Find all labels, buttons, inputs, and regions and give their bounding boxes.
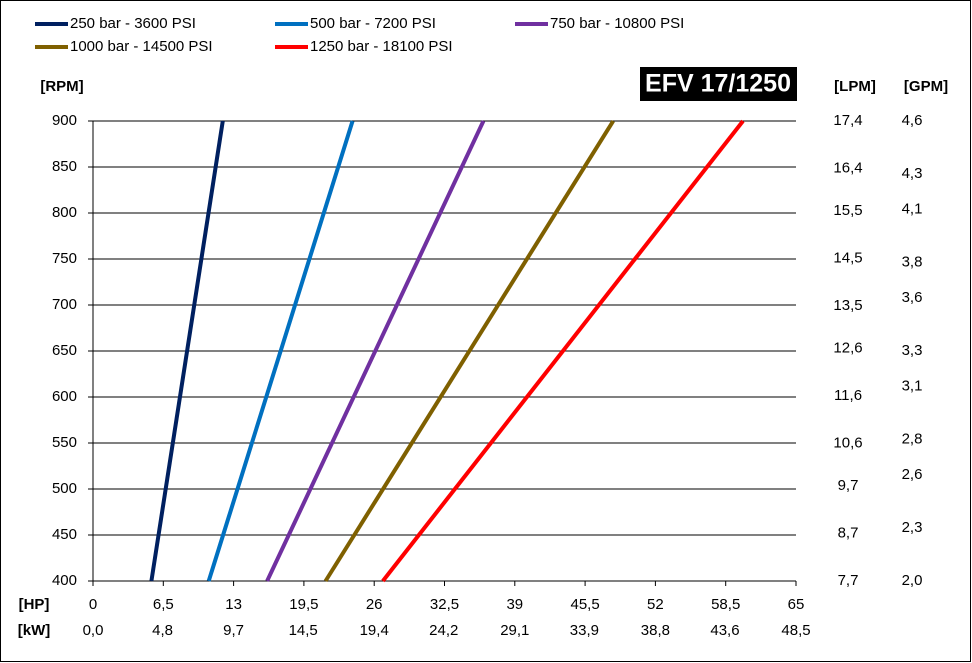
series-line bbox=[323, 119, 615, 583]
y3-axis-label: [GPM] bbox=[904, 78, 948, 95]
x2-axis-label: [kW] bbox=[18, 622, 51, 639]
y2-tick-label: 16,4 bbox=[833, 159, 862, 176]
y-tick-label: 650 bbox=[52, 342, 77, 359]
y-tick-label: 500 bbox=[52, 480, 77, 497]
y3-tick-label: 4,1 bbox=[902, 200, 923, 217]
y2-tick-label: 12,6 bbox=[833, 340, 862, 357]
x2-tick-label: 9,7 bbox=[223, 622, 244, 639]
x-tick-label: 65 bbox=[788, 596, 805, 613]
y-tick-label: 850 bbox=[52, 158, 77, 175]
y-tick-label: 800 bbox=[52, 204, 77, 221]
y3-tick-label: 2,8 bbox=[902, 430, 923, 447]
y-tick-label: 400 bbox=[52, 572, 77, 589]
y-tick-label: 450 bbox=[52, 526, 77, 543]
x-tick-label: 19,5 bbox=[289, 596, 318, 613]
y2-tick-label: 17,4 bbox=[833, 112, 862, 129]
y3-tick-label: 2,3 bbox=[902, 519, 923, 536]
series-line bbox=[149, 120, 225, 582]
title-box bbox=[640, 67, 797, 101]
y-axis-label: [RPM] bbox=[40, 78, 83, 95]
y3-tick-label: 3,6 bbox=[902, 289, 923, 306]
x-tick-label: 0 bbox=[89, 596, 97, 613]
x-tick-label: 32,5 bbox=[430, 596, 459, 613]
legend-label: 1000 bar - 14500 PSI bbox=[70, 38, 213, 55]
y2-tick-label: 9,7 bbox=[838, 477, 859, 494]
y2-axis-label: [LPM] bbox=[834, 78, 876, 95]
x-tick-label: 6,5 bbox=[153, 596, 174, 613]
y-tick-label: 700 bbox=[52, 296, 77, 313]
y2-tick-label: 8,7 bbox=[838, 525, 859, 542]
x2-tick-label: 14,5 bbox=[289, 622, 318, 639]
legend-label: 1250 bar - 18100 PSI bbox=[310, 38, 453, 55]
x2-tick-label: 48,5 bbox=[781, 622, 810, 639]
x-tick-label: 13 bbox=[225, 596, 242, 613]
y2-tick-label: 10,6 bbox=[833, 434, 862, 451]
x2-tick-label: 38,8 bbox=[641, 622, 670, 639]
x2-tick-label: 0,0 bbox=[83, 622, 104, 639]
y3-tick-label: 4,6 bbox=[902, 112, 923, 129]
x2-tick-label: 43,6 bbox=[710, 622, 739, 639]
y3-tick-label: 3,3 bbox=[902, 342, 923, 359]
y-tick-label: 900 bbox=[52, 112, 77, 129]
y2-tick-label: 11,6 bbox=[834, 387, 862, 404]
x2-tick-label: 29,1 bbox=[500, 622, 529, 639]
x2-tick-label: 33,9 bbox=[570, 622, 599, 639]
x-tick-label: 26 bbox=[366, 596, 383, 613]
x2-tick-label: 4,8 bbox=[152, 622, 173, 639]
series-line bbox=[265, 120, 486, 582]
y3-tick-label: 2,0 bbox=[902, 572, 923, 589]
x-tick-label: 52 bbox=[647, 596, 664, 613]
series-line bbox=[381, 119, 745, 583]
x2-tick-label: 24,2 bbox=[429, 622, 458, 639]
y-tick-label: 600 bbox=[52, 388, 77, 405]
y-tick-label: 750 bbox=[52, 250, 77, 267]
x-tick-label: 45,5 bbox=[570, 596, 599, 613]
chart-title: EFV 17/1250 bbox=[645, 70, 791, 98]
x-tick-label: 39 bbox=[506, 596, 523, 613]
y3-tick-label: 4,3 bbox=[902, 165, 923, 182]
y3-tick-label: 3,1 bbox=[902, 377, 923, 394]
y-tick-label: 550 bbox=[52, 434, 77, 451]
y2-tick-label: 15,5 bbox=[833, 202, 862, 219]
y3-tick-label: 3,8 bbox=[902, 254, 923, 271]
x-tick-label: 58,5 bbox=[711, 596, 740, 613]
y3-tick-label: 2,6 bbox=[902, 466, 923, 483]
x2-tick-label: 19,4 bbox=[360, 622, 389, 639]
legend-label: 750 bar - 10800 PSI bbox=[550, 15, 684, 32]
series-line bbox=[206, 120, 355, 582]
legend-label: 250 bar - 3600 PSI bbox=[70, 15, 196, 32]
legend-label: 500 bar - 7200 PSI bbox=[310, 15, 436, 32]
y2-tick-label: 7,7 bbox=[838, 572, 859, 589]
x-axis-label: [HP] bbox=[19, 596, 50, 613]
y2-tick-label: 14,5 bbox=[833, 249, 862, 266]
y2-tick-label: 13,5 bbox=[833, 297, 862, 314]
